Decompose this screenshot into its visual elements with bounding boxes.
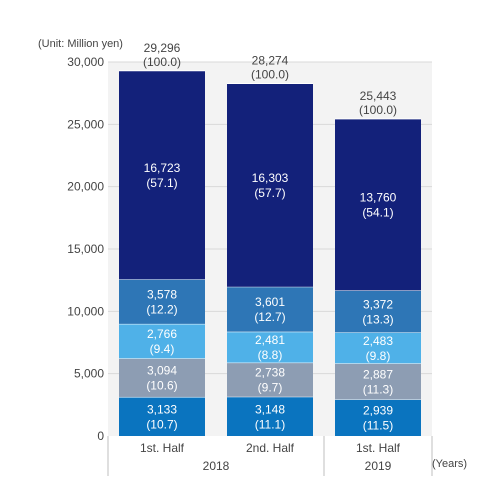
data-label: 3,094	[147, 364, 177, 378]
y-axis-ticks: 0 5,000 10,000 15,000 20,000 25,000 30,000	[67, 55, 104, 443]
unit-label: (Unit: Million yen)	[38, 38, 123, 50]
years-label: (Years)	[432, 458, 468, 470]
bar-segment	[335, 332, 421, 364]
bar-segment	[335, 118, 421, 291]
bar-segment	[119, 70, 205, 280]
data-pct-label: (9.8)	[366, 349, 391, 363]
data-label: 2,766	[147, 327, 177, 341]
x-axis: 1st. Half 2nd. Half 1st. Half 2018 2019	[107, 436, 433, 476]
y-tick-label: 10,000	[67, 304, 104, 318]
bar-labels: 3,133(10.7)3,094(10.6)2,766(9.4)3,578(12…	[143, 41, 397, 433]
x-group-label: 2018	[203, 459, 230, 473]
data-pct-label: (9.4)	[150, 342, 175, 356]
data-label: 2,738	[255, 366, 285, 380]
data-pct-label: (11.5)	[363, 419, 393, 433]
x-tick-label: 1st. Half	[356, 441, 401, 455]
data-label: 3,601	[255, 295, 285, 309]
bar-segment	[119, 396, 205, 436]
bar-segment	[227, 331, 313, 363]
bar-segment	[119, 323, 205, 359]
data-pct-label: (11.3)	[363, 382, 393, 396]
bar-segment	[335, 290, 421, 333]
data-pct-label: (57.7)	[254, 186, 285, 200]
bars	[119, 70, 421, 436]
total-pct-label: (100.0)	[359, 103, 397, 117]
bar-segment	[335, 363, 421, 400]
bar-segment	[227, 362, 313, 397]
data-label: 3,578	[147, 288, 177, 302]
data-pct-label: (12.2)	[146, 303, 177, 317]
data-label: 2,481	[255, 333, 285, 347]
data-label: 3,148	[255, 402, 285, 416]
data-label: 3,133	[147, 402, 177, 416]
y-tick-label: 25,000	[67, 117, 104, 131]
data-pct-label: (57.1)	[146, 176, 177, 190]
data-label: 16,303	[252, 171, 289, 185]
bar-segment	[227, 396, 313, 436]
total-label: 28,274	[252, 54, 289, 68]
total-label: 29,296	[144, 41, 181, 55]
data-pct-label: (13.3)	[362, 312, 393, 326]
data-label: 16,723	[144, 161, 181, 175]
y-tick-label: 5,000	[74, 367, 104, 381]
y-tick-label: 0	[97, 429, 104, 443]
y-tick-label: 30,000	[67, 55, 104, 69]
y-tick-label: 15,000	[67, 242, 104, 256]
bar-segment	[227, 83, 313, 287]
x-group-label: 2019	[365, 459, 392, 473]
y-tick-label: 20,000	[67, 180, 104, 194]
data-pct-label: (8.8)	[258, 348, 283, 362]
data-label: 13,760	[360, 191, 397, 205]
x-tick-label: 1st. Half	[140, 441, 185, 455]
bar-segment	[335, 399, 421, 436]
total-pct-label: (100.0)	[143, 55, 181, 69]
data-pct-label: (11.1)	[255, 417, 285, 431]
data-pct-label: (54.1)	[362, 206, 393, 220]
bar-segment	[227, 286, 313, 332]
data-label: 2,939	[363, 404, 393, 418]
total-label: 25,443	[360, 89, 397, 103]
data-pct-label: (10.7)	[146, 417, 177, 431]
data-pct-label: (12.7)	[254, 310, 285, 324]
bar-segment	[119, 358, 205, 397]
bar-segment	[119, 279, 205, 324]
data-pct-label: (10.6)	[146, 379, 177, 393]
total-pct-label: (100.0)	[251, 68, 289, 82]
x-tick-label: 2nd. Half	[246, 441, 295, 455]
data-label: 2,887	[363, 367, 393, 381]
data-label: 2,483	[363, 334, 393, 348]
data-pct-label: (9.7)	[258, 381, 283, 395]
data-label: 3,372	[363, 297, 393, 311]
